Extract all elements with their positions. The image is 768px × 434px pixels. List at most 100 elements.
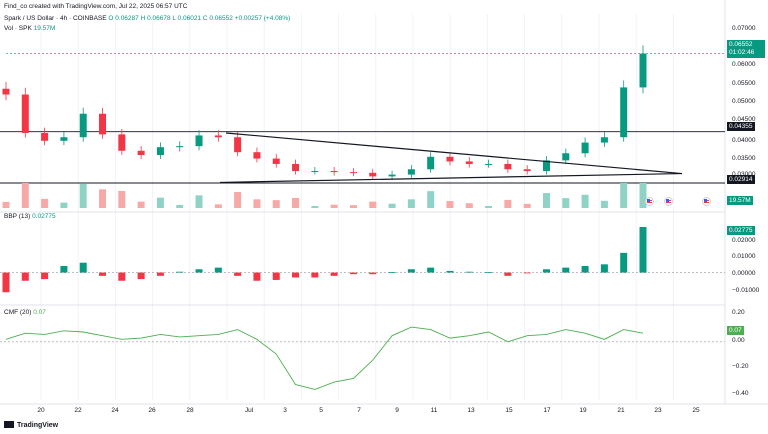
price-tick: 0.05000 <box>732 98 756 105</box>
bbp-bar <box>118 272 126 281</box>
time-tick: 20 <box>37 407 45 414</box>
candle <box>388 174 396 177</box>
candle <box>272 158 280 164</box>
volume-bar <box>2 201 10 208</box>
candle <box>214 135 222 138</box>
volume-bar <box>639 183 647 208</box>
last-price-tag: 0.06552 01:02:46 <box>727 40 765 58</box>
candle <box>99 113 107 135</box>
us-flag-event-icon[interactable] <box>702 197 711 206</box>
bbp-tick: 0.01000 <box>732 253 756 260</box>
cmf-value: 0.07 <box>33 309 46 316</box>
triangle-upper-line <box>226 132 683 175</box>
bbp-bar <box>485 272 493 274</box>
candle <box>620 87 628 138</box>
bbp-bar <box>349 272 357 275</box>
bbp-bar <box>253 272 261 281</box>
candle <box>156 147 164 156</box>
volume-bar <box>562 198 570 208</box>
time-tick: 3 <box>283 407 287 414</box>
time-tick: 15 <box>505 407 513 414</box>
price-tick: 0.06000 <box>732 61 756 68</box>
time-tick: 26 <box>148 407 156 414</box>
bbp-bar <box>60 265 68 273</box>
bbp-tick: −0.01000 <box>732 287 760 294</box>
bbp-bar <box>407 269 415 273</box>
time-tick: 19 <box>579 407 587 414</box>
bbp-bar <box>388 272 396 273</box>
volume-bar <box>214 204 222 208</box>
candle <box>485 163 493 165</box>
candle <box>523 169 531 172</box>
candle <box>369 172 377 177</box>
bbp-bar <box>99 272 107 276</box>
bbp-bar <box>292 272 300 278</box>
volume-label: Vol · SPK <box>4 25 32 32</box>
volume-bar <box>118 190 126 208</box>
us-flag-event-icon[interactable] <box>664 197 673 206</box>
volume-bar <box>330 204 338 208</box>
volume-bar <box>388 203 396 208</box>
bbp-bar <box>2 272 10 293</box>
bbp-bar <box>639 226 647 273</box>
bbp-pane-label: BBP (13) 0.02775 <box>4 213 56 220</box>
bbp-bar <box>272 272 280 280</box>
cmf-label: CMF (20) <box>4 309 32 316</box>
cmf-tick: −0.40 <box>732 390 749 397</box>
bbp-bar <box>504 272 512 276</box>
candle <box>311 171 319 173</box>
tradingview-logo-icon <box>4 421 14 428</box>
volume-header: Vol · SPK 19.57M <box>4 25 55 32</box>
candle <box>118 134 126 151</box>
cmf-value-tag: 0.07 <box>727 326 744 335</box>
bbp-bar <box>311 272 319 278</box>
volume-bar <box>60 202 68 208</box>
candle <box>639 53 647 88</box>
candle <box>446 156 454 162</box>
price-tick: 0.04000 <box>732 137 756 144</box>
volume-bar <box>21 183 29 208</box>
candle <box>253 152 261 159</box>
bbp-bar <box>137 272 145 280</box>
volume-bar <box>349 205 357 208</box>
us-flag-event-icon[interactable] <box>645 197 654 206</box>
volume-bar <box>427 191 435 208</box>
bbp-bar <box>523 272 531 274</box>
time-tick: 22 <box>74 407 82 414</box>
price-tick: 0.05500 <box>732 80 756 87</box>
bbp-bar <box>156 272 164 276</box>
chart-credit: Find_co created with TradingView.com, Ju… <box>4 3 188 10</box>
cmf-pane-label: CMF (20) 0.07 <box>4 309 46 316</box>
volume-bar <box>137 201 145 208</box>
triangle-lower-line <box>219 172 683 184</box>
volume-bar <box>79 184 87 208</box>
price-tick: 0.03000 <box>732 171 756 178</box>
bbp-bar <box>195 269 203 273</box>
symbol-title: Spark / US Dollar · 4h · COINBASE <box>4 15 107 22</box>
candle <box>292 163 300 172</box>
candle <box>234 137 242 153</box>
volume-tag: 19.57M <box>727 196 753 205</box>
volume-value: 19.57M <box>33 25 56 32</box>
bbp-bar <box>562 267 570 273</box>
bbp-bar <box>21 272 29 281</box>
bbp-value: 0.02775 <box>32 213 56 220</box>
cmf-tick: 0.20 <box>732 309 745 316</box>
symbol-header: Spark / US Dollar · 4h · COINBASE O 0.06… <box>4 15 290 22</box>
candle <box>330 171 338 173</box>
volume-bar <box>311 206 319 208</box>
candle <box>195 135 203 147</box>
bbp-bar <box>79 262 87 273</box>
bbp-bar <box>600 264 608 273</box>
volume-bar <box>253 199 261 208</box>
bbp-label: BBP (13) <box>4 213 31 220</box>
candle <box>60 137 68 141</box>
bbp-bar <box>446 270 454 273</box>
bbp-bar <box>581 265 589 273</box>
volume-bar <box>41 198 49 208</box>
support-level-tag: 0.02914 <box>727 175 755 184</box>
bbp-bar <box>41 272 49 280</box>
candle <box>21 94 29 133</box>
bbp-bar <box>214 267 222 273</box>
